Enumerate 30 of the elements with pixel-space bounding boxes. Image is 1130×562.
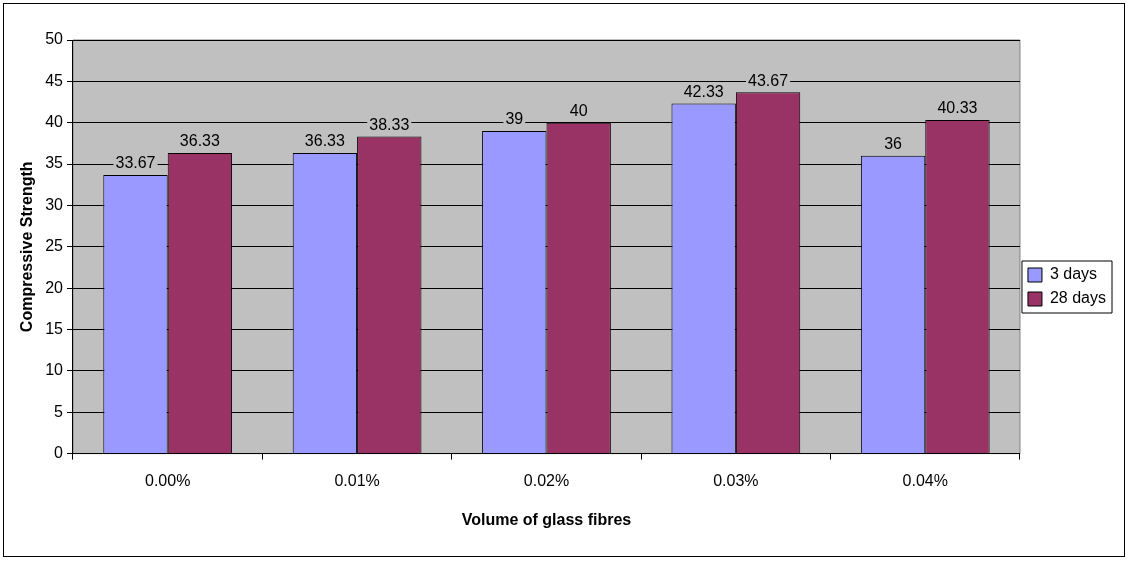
y-tick-label: 25 xyxy=(45,237,64,255)
data-label: 43.67 xyxy=(748,71,789,89)
x-tick-label: 0.01% xyxy=(334,471,380,489)
x-axis-title: Volume of glass fibres xyxy=(461,510,632,528)
x-tick-label: 0.00% xyxy=(145,471,191,489)
data-label: 42.33 xyxy=(683,82,724,100)
data-label: 36.33 xyxy=(304,132,346,150)
x-tick-label: 0.04% xyxy=(902,471,948,489)
y-tick-label: 15 xyxy=(45,319,64,337)
data-label: 33.67 xyxy=(115,154,156,172)
data-label: 38.33 xyxy=(369,115,410,133)
x-tick-label: 0.02% xyxy=(523,471,570,489)
data-label: 36.33 xyxy=(179,132,221,150)
y-tick-label: 40 xyxy=(45,113,64,131)
data-label: 39 xyxy=(505,110,524,128)
y-tick-label: 0 xyxy=(54,444,64,462)
legend-label: 28 days xyxy=(1049,289,1107,307)
data-label: 36 xyxy=(884,135,903,153)
y-tick-label: 10 xyxy=(45,361,64,379)
y-tick-label: 20 xyxy=(45,278,64,296)
y-tick-label: 30 xyxy=(45,195,64,213)
x-tick-label: 0.03% xyxy=(713,471,759,489)
y-tick-label: 45 xyxy=(45,71,64,89)
y-tick-label: 35 xyxy=(45,154,64,172)
legend-label: 3 days xyxy=(1049,265,1098,283)
y-axis-title: Compressive Strength xyxy=(18,161,36,333)
y-tick-label: 50 xyxy=(45,30,64,48)
y-tick-label: 5 xyxy=(54,402,64,420)
data-label: 40.33 xyxy=(937,99,978,117)
data-label: 40 xyxy=(569,102,588,120)
